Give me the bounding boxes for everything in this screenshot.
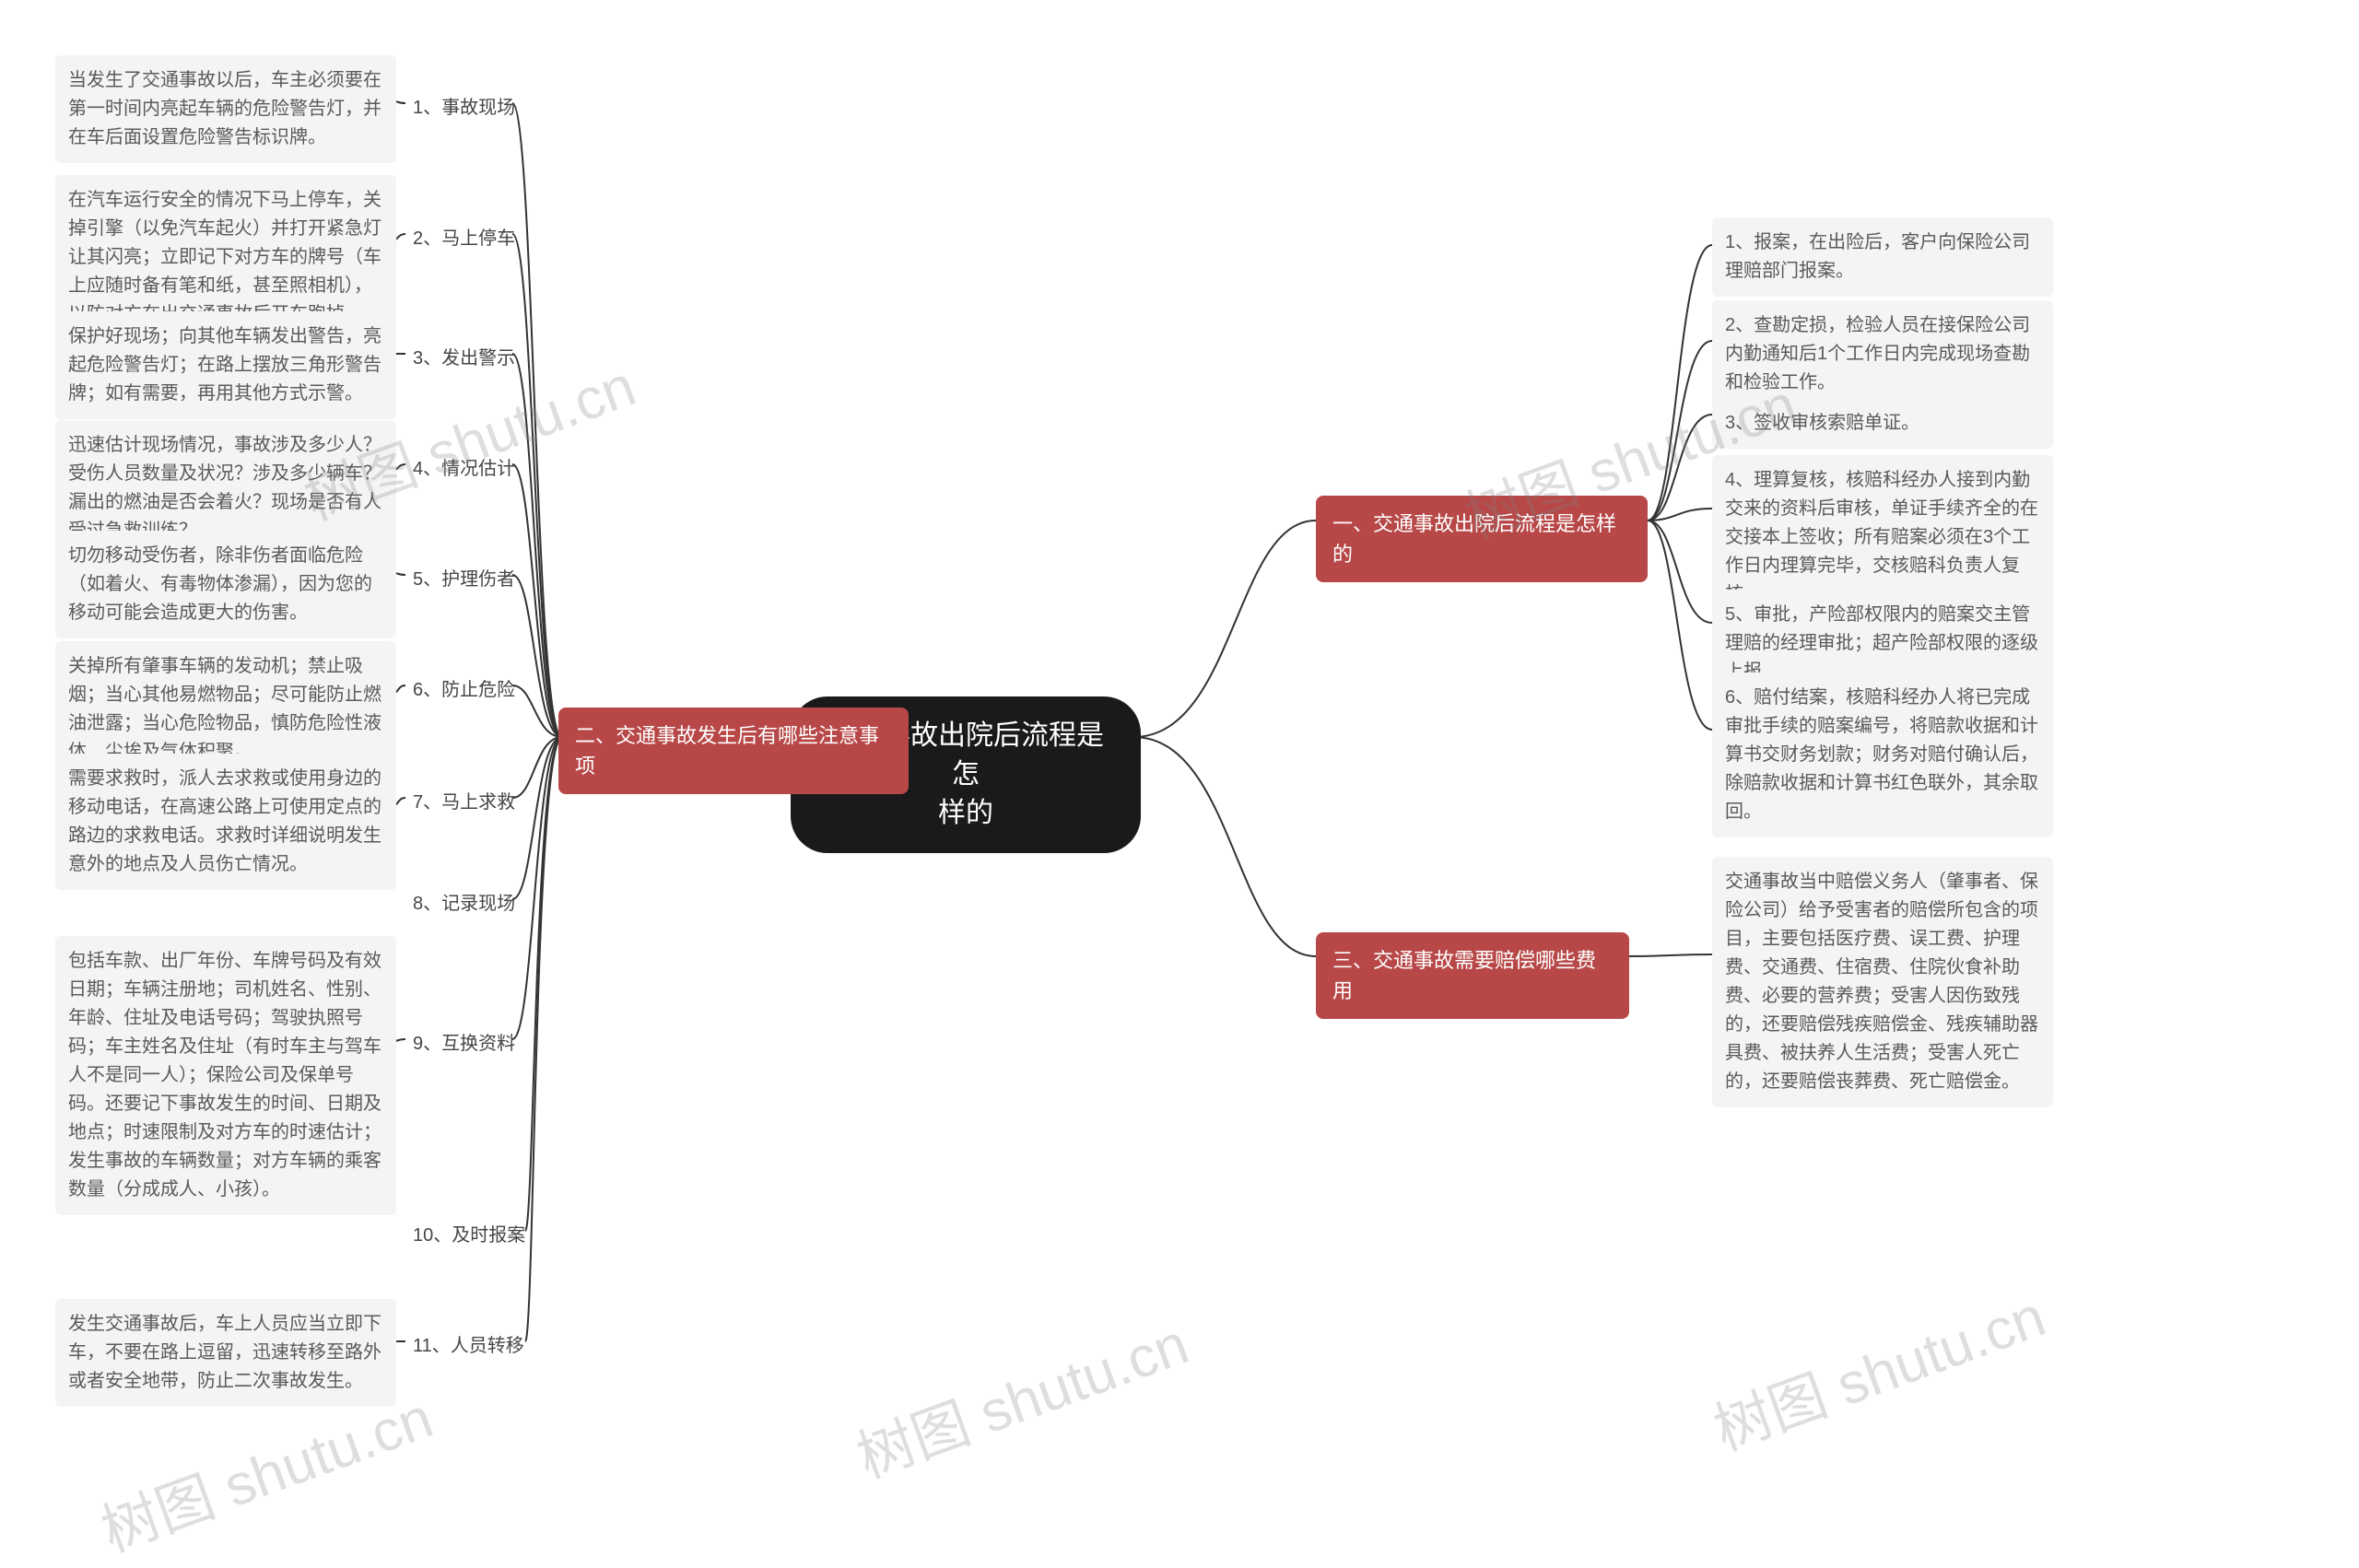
sub-2-3[interactable]: 4、情况估计 xyxy=(404,450,524,488)
leaf-2-8[interactable]: 包括车款、出厂年份、车牌号码及有效日期；车辆注册地；司机姓名、性别、年龄、住址及… xyxy=(55,936,396,1215)
leaf-2-6[interactable]: 需要求救时，派人去求救或使用身边的移动电话，在高速公路上可使用定点的路边的求救电… xyxy=(55,754,396,890)
branch-1-leaf-1[interactable]: 2、查勘定损，检验人员在接保险公司内勤通知后1个工作日内完成现场查勘和检验工作。 xyxy=(1712,300,2053,408)
leaf-2-10[interactable]: 发生交通事故后，车上人员应当立即下车，不要在路上逗留，迅速转移至路外或者安全地带… xyxy=(55,1299,396,1407)
sub-2-6[interactable]: 7、马上求救 xyxy=(404,783,524,822)
branch-1[interactable]: 一、交通事故出院后流程是怎样的 xyxy=(1316,496,1648,582)
sub-2-9[interactable]: 10、及时报案 xyxy=(404,1216,534,1255)
sub-2-5[interactable]: 6、防止危险 xyxy=(404,671,524,709)
branch-2[interactable]: 二、交通事故发生后有哪些注意事 项 xyxy=(558,708,909,794)
branch-3[interactable]: 三、交通事故需要赔偿哪些费用 xyxy=(1316,932,1629,1019)
branch-1-label: 一、交通事故出院后流程是怎样的 xyxy=(1332,512,1616,566)
branch-2-label-2: 项 xyxy=(575,755,595,778)
sub-2-8[interactable]: 9、互换资料 xyxy=(404,1024,524,1063)
branch-3-label: 三、交通事故需要赔偿哪些费用 xyxy=(1332,949,1596,1002)
sub-2-2[interactable]: 3、发出警示 xyxy=(404,339,524,378)
sub-2-10[interactable]: 11、人员转移 xyxy=(404,1327,534,1365)
branch-1-leaf-2[interactable]: 3、签收审核索赔单证。 xyxy=(1712,398,2053,449)
branch-1-leaf-5[interactable]: 6、赔付结案，核赔科经办人将已完成审批手续的赔案编号，将赔款收据和计算书交财务划… xyxy=(1712,673,2053,837)
root-line2: 样的 xyxy=(938,798,993,828)
watermark-4: 树图 shutu.cn xyxy=(1701,1270,2055,1466)
sub-2-7[interactable]: 8、记录现场 xyxy=(404,884,524,923)
sub-2-0[interactable]: 1、事故现场 xyxy=(404,88,524,127)
branch-3-leaf-0[interactable]: 交通事故当中赔偿义务人（肇事者、保险公司）给予受害者的赔偿所包含的项目，主要包括… xyxy=(1712,857,2053,1107)
leaf-2-2[interactable]: 保护好现场；向其他车辆发出警告，亮起危险警告灯；在路上摆放三角形警告牌；如有需要… xyxy=(55,311,396,419)
sub-2-4[interactable]: 5、护理伤者 xyxy=(404,560,524,599)
leaf-2-4[interactable]: 切勿移动受伤者，除非伤者面临危险（如着火、有毒物体渗漏），因为您的移动可能会造成… xyxy=(55,531,396,638)
branch-2-label-1: 二、交通事故发生后有哪些注意事 xyxy=(575,724,879,747)
watermark-2: 树图 shutu.cn xyxy=(844,1297,1198,1493)
branch-1-leaf-0[interactable]: 1、报案，在出险后，客户向保险公司理赔部门报案。 xyxy=(1712,217,2053,297)
sub-2-1[interactable]: 2、马上停车 xyxy=(404,219,524,258)
leaf-2-0[interactable]: 当发生了交通事故以后，车主必须要在第一时间内亮起车辆的危险警告灯，并在车后面设置… xyxy=(55,55,396,163)
